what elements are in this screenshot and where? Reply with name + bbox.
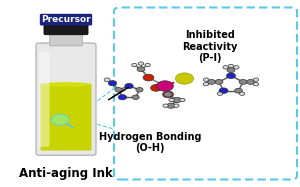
Circle shape — [235, 88, 242, 93]
Circle shape — [176, 73, 194, 84]
Circle shape — [173, 97, 181, 103]
Circle shape — [234, 66, 239, 69]
Text: Precursor: Precursor — [41, 15, 91, 24]
Circle shape — [145, 63, 150, 67]
Circle shape — [136, 88, 143, 92]
FancyBboxPatch shape — [114, 7, 297, 180]
Circle shape — [203, 78, 209, 81]
Text: Hydrogen Bonding
(O-H): Hydrogen Bonding (O-H) — [99, 132, 201, 153]
Circle shape — [208, 79, 215, 84]
Circle shape — [115, 88, 122, 92]
FancyBboxPatch shape — [36, 43, 96, 155]
Circle shape — [227, 68, 235, 73]
Circle shape — [253, 78, 259, 81]
Circle shape — [118, 95, 127, 100]
Circle shape — [247, 79, 254, 84]
Circle shape — [151, 85, 161, 91]
Circle shape — [169, 98, 174, 102]
Circle shape — [226, 73, 236, 79]
Circle shape — [164, 92, 172, 97]
Circle shape — [203, 82, 209, 86]
Circle shape — [215, 79, 223, 84]
Circle shape — [132, 95, 139, 99]
Circle shape — [51, 114, 69, 125]
Circle shape — [253, 82, 259, 86]
Circle shape — [223, 66, 228, 69]
Circle shape — [137, 67, 145, 72]
Ellipse shape — [42, 82, 90, 87]
Circle shape — [163, 104, 168, 107]
Circle shape — [132, 63, 137, 67]
Circle shape — [180, 98, 185, 102]
Circle shape — [219, 88, 228, 94]
Circle shape — [167, 103, 175, 108]
FancyBboxPatch shape — [44, 19, 88, 35]
Circle shape — [217, 92, 223, 95]
Circle shape — [104, 78, 110, 82]
Text: Inhibited
Reactivity
(P-I): Inhibited Reactivity (P-I) — [182, 30, 238, 63]
Circle shape — [157, 81, 173, 91]
Circle shape — [174, 104, 179, 107]
Circle shape — [108, 81, 117, 86]
Circle shape — [239, 79, 247, 84]
Circle shape — [239, 92, 245, 95]
Circle shape — [125, 83, 133, 89]
FancyBboxPatch shape — [39, 51, 50, 147]
Circle shape — [138, 62, 144, 65]
Circle shape — [228, 64, 234, 68]
FancyBboxPatch shape — [40, 84, 92, 151]
FancyBboxPatch shape — [50, 33, 82, 46]
Circle shape — [143, 74, 154, 81]
Text: Anti-aging Ink: Anti-aging Ink — [19, 166, 113, 180]
Circle shape — [163, 91, 173, 98]
